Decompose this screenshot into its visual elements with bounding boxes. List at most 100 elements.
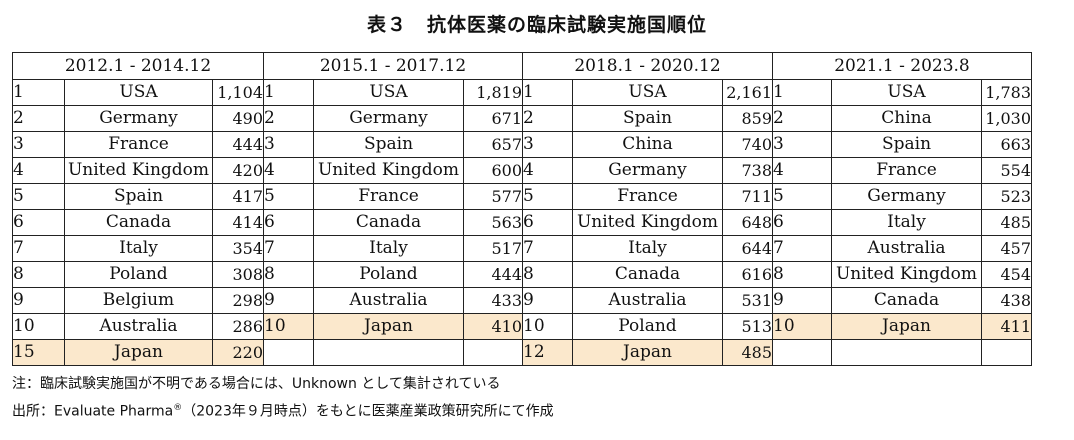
table-title: 表３ 抗体医薬の臨床試験実施国順位 xyxy=(366,14,707,36)
rank-cell: 2 xyxy=(522,105,573,132)
country-cell: Australia xyxy=(64,313,213,340)
rank-cell: 5 xyxy=(522,183,573,210)
table-row: 6 Canada 414 6 Canada 563 6 United Kingdom 648 6 I… xyxy=(12,209,1032,236)
source-prefix: 出所：Evaluate Pharma xyxy=(12,403,174,420)
value-cell: 286 xyxy=(212,313,264,340)
value-cell: 648 xyxy=(722,209,773,236)
rank-cell xyxy=(263,339,314,366)
country-cell: Australia xyxy=(572,287,723,314)
rank-cell: 1 xyxy=(263,79,314,106)
rank-cell: 1 xyxy=(522,79,573,106)
country-cell: France xyxy=(313,183,464,210)
country-cell xyxy=(313,339,464,366)
rank-cell: 12 xyxy=(522,339,573,366)
country-cell: Germany xyxy=(572,157,723,184)
value-cell: 577 xyxy=(463,183,523,210)
country-cell: France xyxy=(572,183,723,210)
country-cell: China xyxy=(572,131,723,158)
value-cell: 411 xyxy=(981,313,1032,340)
value-cell: 457 xyxy=(981,235,1032,262)
country-cell: Poland xyxy=(64,261,213,288)
rank-cell: 8 xyxy=(772,261,832,288)
rank-cell: 6 xyxy=(522,209,573,236)
rank-cell: 5 xyxy=(772,183,832,210)
table-row: 5 Spain 417 5 France 577 5 France 711 5 Germany 523 xyxy=(12,183,1032,210)
rank-cell: 3 xyxy=(263,131,314,158)
rank-cell: 5 xyxy=(12,183,65,210)
country-cell: Spain xyxy=(572,105,723,132)
rank-cell: 2 xyxy=(12,105,65,132)
country-cell: USA xyxy=(572,79,723,106)
value-cell: 671 xyxy=(463,105,523,132)
value-cell: 663 xyxy=(981,131,1032,158)
value-cell: 420 xyxy=(212,157,264,184)
rank-cell: 4 xyxy=(522,157,573,184)
value-cell: 513 xyxy=(722,313,773,340)
country-cell: USA xyxy=(831,79,982,106)
rank-cell: 8 xyxy=(522,261,573,288)
table-row: 1 USA 1,104 1 USA 1,819 1 USA 2,161 1 USA 1,783 xyxy=(12,79,1032,106)
value-cell: 454 xyxy=(981,261,1032,288)
rank-cell: 8 xyxy=(263,261,314,288)
country-cell: United Kingdom xyxy=(64,157,213,184)
rank-cell: 10 xyxy=(522,313,573,340)
rank-cell: 2 xyxy=(772,105,832,132)
value-cell: 2,161 xyxy=(722,79,773,106)
period-header-row: 2012.1 - 2014.12 2015.1 - 2017.12 2018.1… xyxy=(12,52,1032,80)
country-cell: USA xyxy=(64,79,213,106)
value-cell: 354 xyxy=(212,235,264,262)
country-cell: Italy xyxy=(64,235,213,262)
table-row: 7 Italy 354 7 Italy 517 7 Italy 644 7 Australia 457 xyxy=(12,235,1032,262)
source-suffix: （2023年９月時点）をもとに医薬産業政策研究所にて作成 xyxy=(182,403,554,420)
country-cell: Japan xyxy=(831,313,982,340)
table-row: 3 France 444 3 Spain 657 3 China 740 3 Spain 663 xyxy=(12,131,1032,158)
country-cell: China xyxy=(831,105,982,132)
value-cell: 220 xyxy=(212,339,264,366)
footnotes: 注：臨床試験実施国が不明である場合には、Unknown として集計されている 出… xyxy=(12,372,554,424)
country-cell: United Kingdom xyxy=(313,157,464,184)
country-cell: Italy xyxy=(572,235,723,262)
period-header-2021: 2021.1 - 2023.8 xyxy=(772,52,1032,80)
country-cell: Belgium xyxy=(64,287,213,314)
country-cell xyxy=(831,339,982,366)
country-cell: Italy xyxy=(313,235,464,262)
rank-cell: 10 xyxy=(263,313,314,340)
value-cell: 444 xyxy=(463,261,523,288)
rank-cell: 7 xyxy=(522,235,573,262)
country-cell: Spain xyxy=(64,183,213,210)
value-cell: 410 xyxy=(463,313,523,340)
value-cell: 1,030 xyxy=(981,105,1032,132)
rank-cell: 3 xyxy=(522,131,573,158)
value-cell: 738 xyxy=(722,157,773,184)
rank-cell: 4 xyxy=(772,157,832,184)
country-cell: Germany xyxy=(64,105,213,132)
country-cell: Canada xyxy=(572,261,723,288)
country-cell: Germany xyxy=(313,105,464,132)
value-cell: 531 xyxy=(722,287,773,314)
value-cell: 298 xyxy=(212,287,264,314)
rank-cell: 15 xyxy=(12,339,65,366)
country-cell: Canada xyxy=(831,287,982,314)
value-cell: 657 xyxy=(463,131,523,158)
rank-cell: 9 xyxy=(522,287,573,314)
period-header-2015: 2015.1 - 2017.12 xyxy=(263,52,523,80)
rank-cell: 7 xyxy=(263,235,314,262)
rank-cell: 9 xyxy=(263,287,314,314)
value-cell xyxy=(463,339,523,366)
rank-cell: 2 xyxy=(263,105,314,132)
ranking-table: 2012.1 - 2014.12 2015.1 - 2017.12 2018.1… xyxy=(12,52,1032,366)
value-cell: 616 xyxy=(722,261,773,288)
period-header-2012: 2012.1 - 2014.12 xyxy=(12,52,264,80)
note-unknown: 注：臨床試験実施国が不明である場合には、Unknown として集計されている xyxy=(12,376,501,392)
value-cell: 433 xyxy=(463,287,523,314)
value-cell: 438 xyxy=(981,287,1032,314)
country-cell: Australia xyxy=(313,287,464,314)
country-cell: Australia xyxy=(831,235,982,262)
table-row: 10 Australia 286 10 Japan 410 10 Poland 513 10 Jap… xyxy=(12,313,1032,340)
value-cell: 485 xyxy=(722,339,773,366)
value-cell: 563 xyxy=(463,209,523,236)
country-cell: Canada xyxy=(313,209,464,236)
rank-cell: 9 xyxy=(772,287,832,314)
country-cell: Italy xyxy=(831,209,982,236)
rank-cell: 6 xyxy=(772,209,832,236)
